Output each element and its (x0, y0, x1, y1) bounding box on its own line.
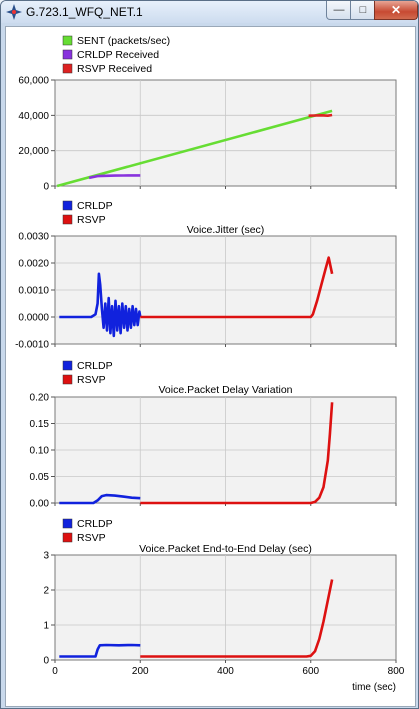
charts-canvas: SENT (packets/sec) CRLDP Received RSVP Rec… (15, 35, 405, 693)
series-line (59, 272, 142, 338)
maximize-button[interactable]: □ (350, 1, 376, 20)
close-button[interactable]: ✕ (374, 1, 418, 20)
y-tick-label: 0.0010 (18, 286, 49, 297)
maximize-icon: □ (359, 4, 367, 16)
y-tick-label: -0.0010 (15, 340, 49, 351)
series-line (140, 579, 334, 658)
series-line (308, 113, 333, 117)
minimize-button[interactable]: — (326, 1, 352, 20)
minimize-icon: — (333, 4, 345, 16)
y-tick-label: 0.10 (30, 446, 50, 457)
chart-title: Voice.Packet End-to-End Delay (sec) (139, 543, 312, 555)
legend-swatch (62, 49, 73, 60)
opnet-star-icon (6, 4, 22, 20)
y-tick-label: 0 (43, 182, 49, 193)
legend-label: RSVP Received (77, 63, 152, 75)
x-tick-label: 400 (217, 666, 234, 677)
legend-label: SENT (packets/sec) (77, 35, 170, 47)
y-tick-label: 0.05 (30, 472, 50, 483)
series-line (140, 256, 334, 319)
legend-label: RSVP (77, 214, 106, 226)
y-tick-label: 60,000 (18, 76, 49, 87)
chart-1: SENT (packets/sec) CRLDP Received RSVP Rec… (18, 35, 397, 193)
chart-title: Voice.Packet Delay Variation (158, 384, 292, 396)
chart-2: CRLDP RSVP Voice.Jitter (sec) -0.0010 0.0000… (15, 200, 397, 351)
y-tick-label: 3 (43, 551, 49, 562)
chart-3: CRLDP RSVP Voice.Packet Delay Variation 0.0… (30, 360, 397, 510)
legend-label: RSVP (77, 374, 106, 386)
y-tick-label: 1 (43, 621, 49, 632)
x-axis-label: time (sec) (352, 682, 396, 693)
legend-label: CRLDP Received (77, 49, 159, 61)
series-line (56, 109, 333, 188)
legend-label: CRLDP (77, 200, 113, 212)
y-tick-label: 0.0020 (18, 259, 49, 270)
legend-swatch (62, 35, 73, 46)
y-tick-label: 0.00 (30, 499, 50, 510)
y-tick-label: 0 (43, 656, 49, 667)
chart-title: Voice.Jitter (sec) (187, 224, 265, 236)
legend-swatch (62, 532, 73, 543)
legend-swatch (62, 63, 73, 74)
window-title: G.723.1_WFQ_NET.1 (26, 5, 143, 19)
x-tick-label: 200 (132, 666, 149, 677)
series-line (140, 402, 334, 505)
legend-label: CRLDP (77, 518, 113, 530)
y-tick-label: 0.20 (30, 393, 50, 404)
legend-swatch (62, 374, 73, 385)
y-tick-label: 0.15 (30, 419, 50, 430)
y-tick-label: 40,000 (18, 111, 49, 122)
close-icon: ✕ (390, 3, 402, 17)
y-tick-label: 20,000 (18, 146, 49, 157)
series-line (88, 174, 141, 180)
chart-4: CRLDP RSVP Voice.Packet End-to-End Delay (… (43, 518, 404, 693)
graph-panel: SENT (packets/sec) CRLDP Received RSVP Rec… (5, 26, 416, 707)
legend-swatch (62, 360, 73, 371)
x-tick-label: 600 (302, 666, 319, 677)
series-line (59, 493, 141, 505)
series-line (59, 643, 141, 658)
y-tick-label: 2 (43, 586, 49, 597)
y-tick-label: 0.0000 (18, 313, 49, 324)
x-tick-label: 800 (388, 666, 405, 677)
x-tick-label: 0 (52, 666, 58, 677)
y-tick-label: 0.0030 (18, 232, 49, 243)
legend-swatch (62, 214, 73, 225)
legend-label: RSVP (77, 532, 106, 544)
legend-swatch (62, 518, 73, 529)
legend-label: CRLDP (77, 360, 113, 372)
title-bar[interactable]: G.723.1_WFQ_NET.1 — □ ✕ (1, 1, 418, 23)
legend-swatch (62, 200, 73, 211)
